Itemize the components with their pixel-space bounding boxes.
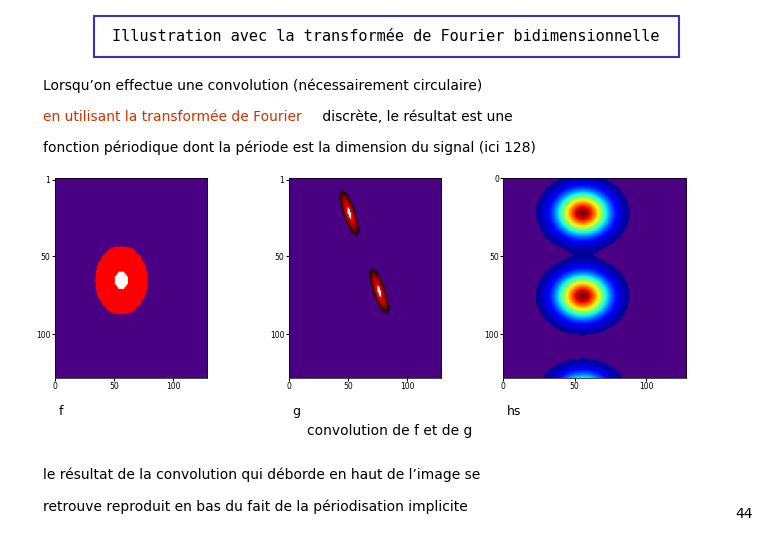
Text: g: g — [292, 405, 300, 418]
Text: Lorsqu’on effectue une convolution (nécessairement circulaire): Lorsqu’on effectue une convolution (néce… — [43, 78, 482, 93]
Text: fonction périodique dont la période est la dimension du signal (ici 128): fonction périodique dont la période est … — [43, 141, 536, 156]
Text: f: f — [58, 405, 63, 418]
Text: convolution de f et de g: convolution de f et de g — [307, 424, 473, 438]
Text: Illustration avec la transformée de Fourier bidimensionnelle: Illustration avec la transformée de Four… — [112, 29, 660, 44]
Text: discrète, le résultat est une: discrète, le résultat est une — [318, 110, 513, 124]
Text: retrouve reproduit en bas du fait de la périodisation implicite: retrouve reproduit en bas du fait de la … — [43, 500, 468, 514]
Text: 44: 44 — [736, 507, 753, 521]
Text: en utilisant la transformée de Fourier: en utilisant la transformée de Fourier — [43, 110, 302, 124]
Text: le résultat de la convolution qui déborde en haut de l’image se: le résultat de la convolution qui débord… — [43, 467, 480, 482]
Text: hs: hs — [507, 405, 521, 418]
